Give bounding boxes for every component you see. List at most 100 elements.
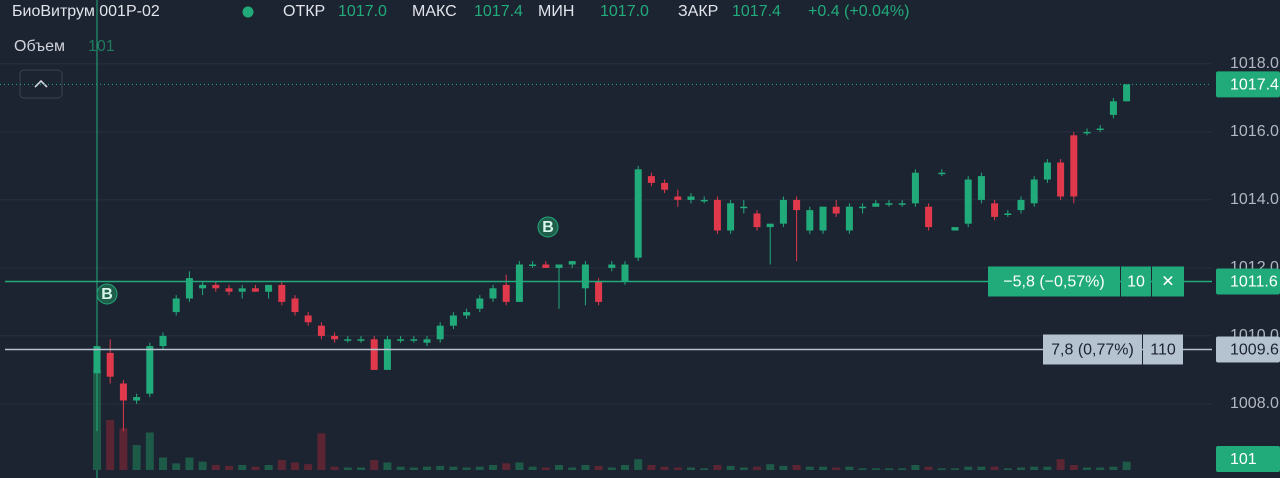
candle-body [713, 199, 721, 231]
candle-body [542, 264, 550, 268]
candle-body [911, 172, 919, 204]
candle-body [687, 196, 695, 200]
volume-bar [673, 467, 682, 470]
candle-body [555, 264, 563, 268]
volume-value: 101 [88, 38, 115, 55]
candle-body [872, 203, 880, 207]
volume-bar [119, 428, 128, 470]
volume-bar [449, 466, 458, 470]
volume-bar [990, 466, 999, 470]
candle-body [331, 335, 339, 340]
volume-bar [594, 465, 603, 470]
order-qty-box [1121, 266, 1151, 297]
field-label: МИН [538, 3, 574, 20]
candle-body [463, 312, 471, 316]
candle-body [727, 203, 735, 231]
volume-bar [475, 466, 484, 470]
volume-bar [172, 463, 181, 470]
order-pnl-box [1043, 334, 1142, 365]
volume-bar [541, 467, 550, 470]
candle-body [317, 325, 325, 336]
volume-bar [409, 467, 418, 470]
y-tick-label: 1018.0 [1230, 55, 1279, 72]
volume-bar [951, 468, 959, 470]
candle-body [925, 206, 933, 228]
order-price-tag [1216, 268, 1280, 295]
candle-body [1123, 84, 1131, 102]
candle-body [1109, 101, 1117, 115]
last-price-tag [1216, 71, 1280, 98]
volume-bar [726, 465, 735, 470]
volume-bar [145, 432, 154, 470]
y-tick-label: 1008.0 [1230, 395, 1279, 412]
volume-tag-label: 101 [1230, 451, 1257, 468]
y-tick-label: 1020.0 [1230, 0, 1279, 4]
candle-body [529, 264, 537, 266]
volume-bar [277, 460, 286, 470]
candle-body [674, 196, 682, 200]
volume-bar [805, 466, 814, 470]
candle-body [793, 199, 801, 211]
field-value: 1017.0 [600, 3, 649, 20]
candle-body [938, 172, 946, 175]
volume-label: Объем [14, 38, 65, 55]
candle-body [1083, 131, 1091, 134]
candle-body [423, 339, 431, 343]
volume-tag [1216, 446, 1280, 472]
candle-body [819, 206, 827, 231]
candle-body [133, 397, 141, 401]
volume-bar [423, 466, 431, 470]
volume-bar [1030, 466, 1039, 470]
chevron-icon [34, 79, 48, 88]
field-label: ОТКР [283, 3, 325, 20]
volume-bar [568, 467, 577, 470]
volume-bar [753, 466, 761, 470]
order-qty-box [1143, 334, 1183, 365]
order-pnl: 7,8 (0,77%) [1051, 342, 1134, 359]
candle-body [1057, 162, 1065, 197]
volume-bar [343, 467, 352, 470]
volume-bar [792, 465, 801, 470]
candle-body [647, 176, 655, 183]
candle-body [172, 298, 180, 313]
candle-body [661, 182, 669, 190]
candle-body [304, 315, 312, 323]
status-dot [242, 6, 254, 18]
candle-body [977, 176, 985, 200]
volume-bar [396, 466, 405, 470]
candle-body [1070, 135, 1078, 197]
candle-body [238, 288, 246, 292]
candle-body [397, 339, 405, 341]
candle-body [753, 213, 761, 228]
volume-bar [739, 467, 748, 470]
candle-body [383, 339, 391, 370]
buy-marker [96, 283, 118, 305]
candle-body [93, 346, 101, 374]
volume-bar [1109, 466, 1118, 470]
candle-body [502, 284, 510, 302]
y-tick-label: 1016.0 [1230, 123, 1279, 140]
volume-bar [871, 468, 880, 470]
volume-bar [766, 464, 775, 470]
candle-body [898, 203, 906, 205]
field-value: 1017.4 [732, 3, 781, 20]
candle-body [634, 169, 642, 258]
volume-bar [1122, 461, 1131, 470]
candle-body [608, 264, 616, 268]
candle-body [515, 264, 523, 302]
volume-bar [198, 461, 207, 470]
candle-body [225, 288, 233, 292]
volume-bar [515, 462, 524, 470]
volume-bar [700, 468, 709, 470]
volume-bar [924, 466, 933, 470]
y-tick-label: 1014.0 [1230, 191, 1279, 208]
candle-body [885, 203, 893, 205]
candle-body [1017, 199, 1025, 211]
volume-bar [436, 465, 445, 470]
candle-body [370, 339, 378, 370]
order-price-label: 1011.6 [1230, 274, 1278, 291]
candle-body [251, 288, 259, 292]
order-close-box[interactable] [1152, 266, 1184, 297]
candle-body [991, 203, 999, 217]
order-qty: 110 [1150, 342, 1176, 359]
